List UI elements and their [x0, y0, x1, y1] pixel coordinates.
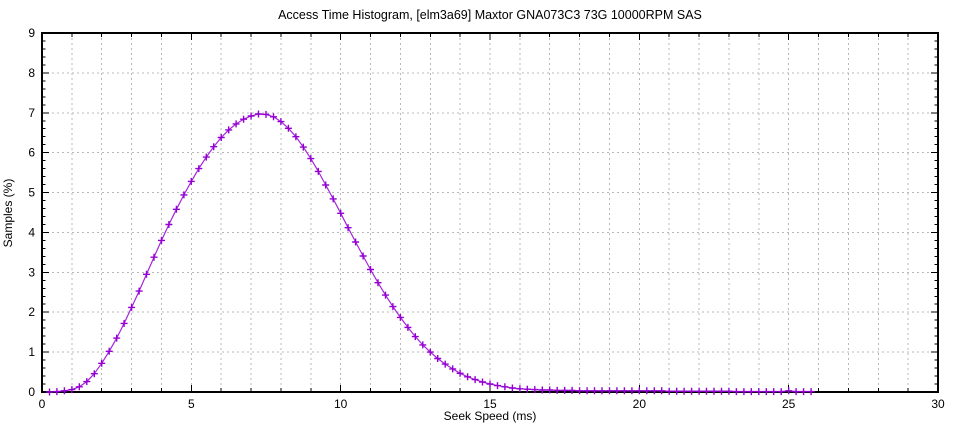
y-tick-label: 0	[28, 385, 35, 399]
y-tick-label: 3	[28, 265, 35, 279]
y-tick-label: 4	[28, 225, 35, 239]
data-series	[46, 110, 815, 396]
y-tick-label: 6	[28, 146, 35, 160]
x-tick-label: 30	[931, 397, 945, 411]
series-plus-markers	[46, 110, 815, 396]
y-tick-label: 2	[28, 305, 35, 319]
y-tick-label: 8	[28, 66, 35, 80]
x-axis-label: Seek Speed (ms)	[444, 409, 537, 423]
y-tick-label: 7	[28, 106, 35, 120]
x-tick-label: 0	[39, 397, 46, 411]
x-tick-label: 15	[483, 397, 497, 411]
y-axis-label: Samples (%)	[1, 179, 15, 248]
chart-title: Access Time Histogram, [elm3a69] Maxtor …	[278, 8, 702, 22]
plot-border	[41, 32, 939, 393]
tick-labels: 0 5 10 15 20 25 30 0 1 2 3 4 5 6 7 8 9	[28, 26, 945, 411]
x-tick-label: 25	[782, 397, 796, 411]
gridlines	[42, 33, 938, 392]
y-tick-label: 1	[28, 345, 35, 359]
y-tick-label: 9	[28, 26, 35, 40]
x-tick-label: 5	[188, 397, 195, 411]
x-tick-label: 10	[334, 397, 348, 411]
y-tick-label: 5	[28, 186, 35, 200]
x-tick-label: 20	[633, 397, 647, 411]
